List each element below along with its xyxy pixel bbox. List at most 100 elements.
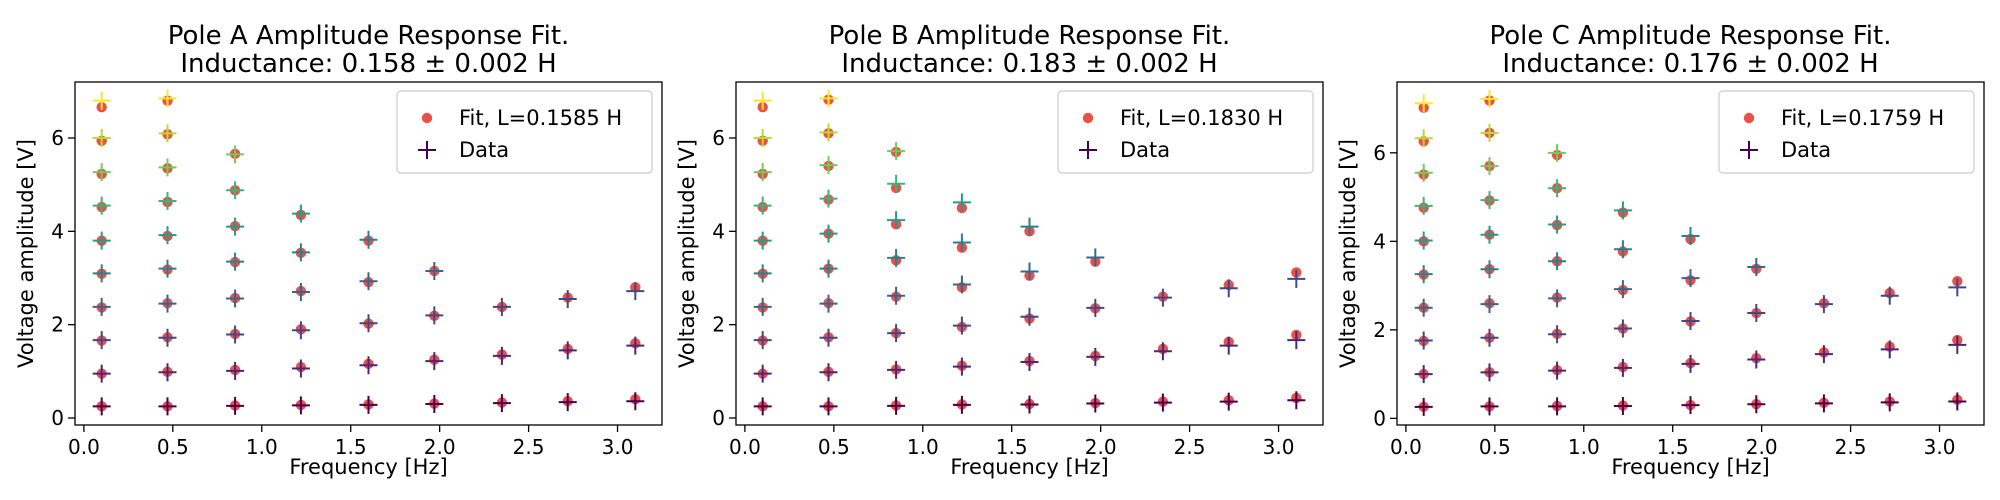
data-point xyxy=(1480,328,1499,347)
data-point xyxy=(1020,395,1039,414)
data-point xyxy=(1548,361,1567,380)
x-axis-label: Frequency [Hz] xyxy=(289,455,447,479)
data-point xyxy=(92,129,111,147)
x-tick-label: 1.5 xyxy=(1657,435,1689,459)
legend-data-label: Data xyxy=(459,138,509,162)
data-point xyxy=(226,145,245,164)
legend-fit-label: Fit, L=0.1830 H xyxy=(1120,106,1283,130)
chart-title: Pole B Amplitude Response Fit. xyxy=(829,21,1231,51)
data-point xyxy=(819,123,838,142)
chart-title: Pole A Amplitude Response Fit. xyxy=(168,21,570,51)
data-point xyxy=(359,272,378,291)
x-tick-label: 0.5 xyxy=(1479,435,1511,459)
data-point xyxy=(492,346,511,365)
data-point xyxy=(753,331,772,350)
data-point xyxy=(952,233,971,252)
data-point xyxy=(753,364,772,383)
data-point xyxy=(226,217,245,236)
data-point xyxy=(226,325,245,344)
data-point xyxy=(1880,393,1899,412)
x-tick-label: 2.5 xyxy=(1174,435,1206,459)
data-point xyxy=(291,359,310,378)
legend-fit-marker xyxy=(421,112,433,124)
data-point xyxy=(887,248,906,267)
x-tick-label: 0.0 xyxy=(1390,435,1422,459)
data-point xyxy=(753,397,772,416)
data-point xyxy=(1613,280,1632,299)
y-tick-label: 0 xyxy=(1373,406,1386,430)
x-tick-label: 2.5 xyxy=(513,435,545,459)
x-tick-label: 2.0 xyxy=(424,435,456,459)
data-point xyxy=(819,156,838,175)
data-point xyxy=(887,324,906,343)
x-tick-label: 1.0 xyxy=(907,435,939,459)
data-point xyxy=(158,294,177,313)
data-point xyxy=(1681,227,1700,246)
data-point xyxy=(92,297,111,316)
data-point xyxy=(158,89,177,108)
y-tick-label: 4 xyxy=(712,219,725,243)
data-point xyxy=(1548,179,1567,198)
data-point xyxy=(753,129,772,147)
y-tick-label: 2 xyxy=(1373,318,1386,342)
legend: Fit, L=0.1830 H Data xyxy=(1057,90,1314,174)
plot-frame xyxy=(735,81,1324,426)
data-point xyxy=(425,262,444,280)
data-point xyxy=(1020,307,1039,326)
y-tick-label: 0 xyxy=(51,406,64,430)
legend-data-marker xyxy=(1740,141,1758,159)
data-point xyxy=(1681,311,1700,330)
data-point xyxy=(425,395,444,413)
data-point xyxy=(887,142,906,161)
y-tick-label: 6 xyxy=(1373,141,1386,165)
data-point xyxy=(1747,304,1766,323)
chart-subtitle: Inductance: 0.183 ± 0.002 H xyxy=(841,49,1217,79)
data-point xyxy=(1613,319,1632,338)
data-point xyxy=(158,259,177,278)
data-point xyxy=(1480,191,1499,210)
data-point xyxy=(291,243,310,262)
data-point xyxy=(1613,396,1632,415)
data-point xyxy=(1948,335,1967,354)
data-point xyxy=(1613,358,1632,377)
data-point xyxy=(1548,289,1567,308)
data-point xyxy=(425,352,444,371)
x-tick-label: 2.0 xyxy=(1085,435,1117,459)
data-point xyxy=(887,360,906,379)
data-point xyxy=(291,396,310,415)
legend: Fit, L=0.1759 H Data xyxy=(1718,90,1975,174)
data-point xyxy=(1086,347,1105,366)
data-point xyxy=(492,394,511,413)
chart-subtitle: Inductance: 0.158 ± 0.002 H xyxy=(180,49,556,79)
data-point xyxy=(92,231,111,250)
data-point xyxy=(92,196,111,215)
data-point xyxy=(359,314,378,333)
data-point xyxy=(1480,260,1499,279)
data-point xyxy=(1548,252,1567,271)
legend-fit-marker xyxy=(1743,112,1755,124)
chart-panel-1: Pole A Amplitude Response Fit.Inductance… xyxy=(14,21,663,479)
y-tick-label: 2 xyxy=(712,313,725,337)
data-point xyxy=(1153,393,1172,412)
data-point xyxy=(1414,298,1433,317)
x-tick-label: 2.5 xyxy=(1835,435,1867,459)
y-tick-label: 6 xyxy=(712,126,725,150)
data-point xyxy=(291,204,310,223)
data-point xyxy=(952,357,971,376)
data-point xyxy=(819,328,838,347)
data-point xyxy=(158,192,177,210)
data-point xyxy=(1414,397,1433,416)
data-point xyxy=(819,89,838,108)
data-point xyxy=(558,393,577,412)
data-point xyxy=(1681,396,1700,415)
x-tick-label: 3.0 xyxy=(1263,435,1295,459)
data-point xyxy=(1086,298,1105,317)
data-point xyxy=(291,321,310,340)
data-point xyxy=(1414,94,1433,113)
y-tick-label: 4 xyxy=(51,219,64,243)
data-point xyxy=(1414,163,1433,182)
x-tick-label: 1.0 xyxy=(1568,435,1600,459)
data-point xyxy=(226,252,245,271)
x-tick-label: 1.0 xyxy=(246,435,278,459)
data-point xyxy=(1948,392,1967,411)
